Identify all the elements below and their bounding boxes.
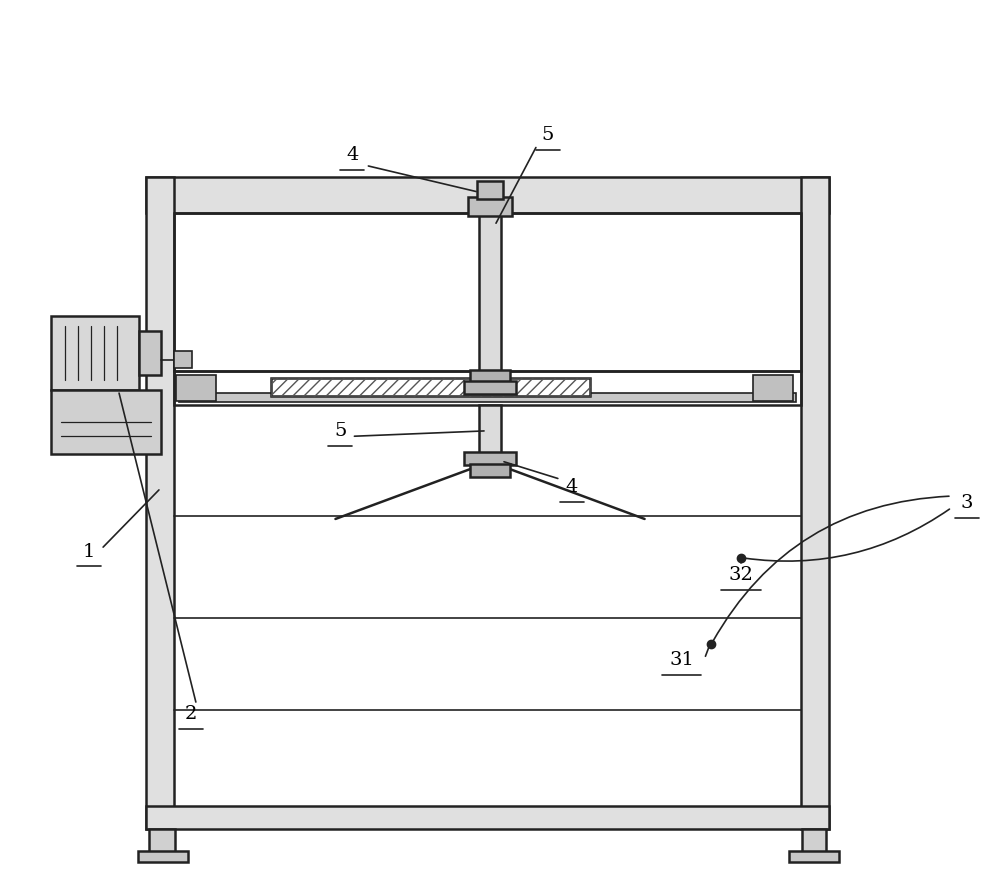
Bar — [470, 370, 510, 382]
Bar — [139, 330, 161, 374]
Text: 4: 4 — [566, 479, 578, 496]
Bar — [753, 374, 793, 401]
Text: 2: 2 — [185, 706, 197, 723]
Bar — [149, 829, 175, 852]
Text: 4: 4 — [346, 147, 359, 164]
Text: 5: 5 — [542, 126, 554, 144]
FancyArrowPatch shape — [744, 509, 949, 561]
Bar — [146, 177, 174, 829]
Bar — [479, 213, 501, 371]
Bar — [51, 390, 161, 454]
Bar — [802, 829, 826, 852]
Bar — [479, 404, 501, 453]
Text: 31: 31 — [669, 651, 694, 668]
Bar — [470, 464, 510, 477]
Bar — [271, 378, 590, 396]
Bar — [146, 177, 829, 213]
Text: 3: 3 — [960, 494, 973, 512]
Bar — [179, 393, 796, 402]
Bar — [174, 351, 192, 368]
Bar — [468, 197, 512, 216]
Bar — [138, 851, 188, 862]
Bar — [464, 452, 516, 465]
Bar — [174, 371, 801, 404]
FancyArrowPatch shape — [713, 496, 949, 642]
Text: 32: 32 — [729, 566, 754, 585]
Bar — [464, 381, 516, 394]
Bar — [51, 315, 139, 390]
Bar — [174, 213, 801, 371]
Text: 5: 5 — [334, 422, 347, 440]
Bar — [271, 378, 590, 396]
Bar — [801, 177, 829, 829]
Bar — [789, 851, 839, 862]
Bar — [176, 374, 216, 401]
Bar — [146, 806, 829, 829]
Bar — [477, 181, 503, 199]
Text: 1: 1 — [83, 542, 95, 561]
